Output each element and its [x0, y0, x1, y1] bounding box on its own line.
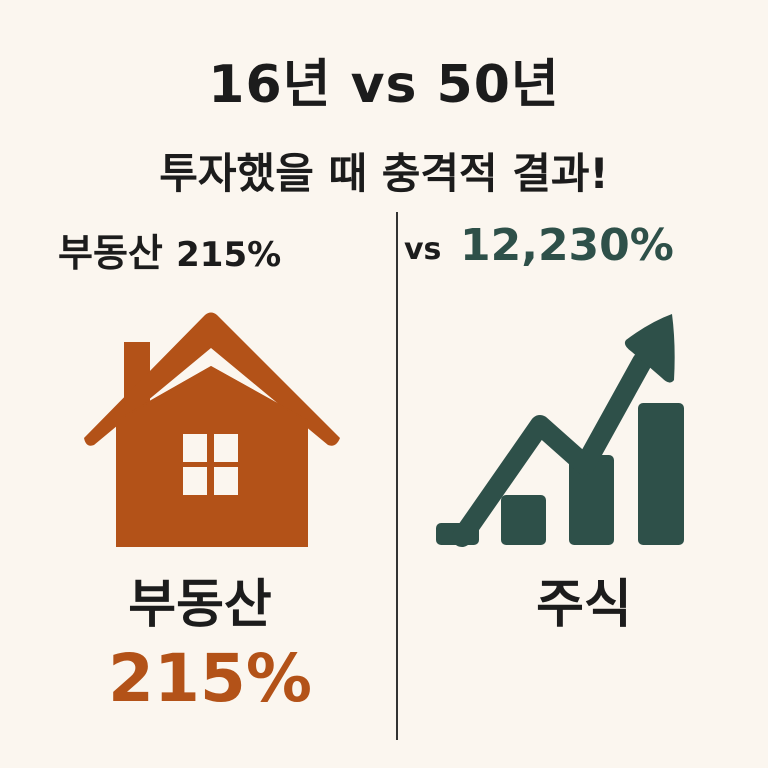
real-estate-label: 부동산: [128, 575, 272, 635]
stocks-label: 주식: [536, 575, 632, 635]
comparison-left-value: 215%: [176, 235, 282, 275]
comparison-right-value: 12,230%: [460, 220, 674, 271]
comparison-left: 부동산 215%: [58, 222, 281, 277]
title-line1: 16년 vs 50년: [208, 55, 560, 115]
house-icon: [84, 312, 340, 547]
comparison-vs: vs: [404, 232, 442, 267]
growth-chart-icon: [436, 314, 684, 547]
title-line2: 투자했을 때 충격적 결과!: [159, 149, 609, 198]
real-estate-value: 215%: [108, 640, 312, 717]
divider: [396, 212, 398, 740]
comparison-left-label: 부동산: [58, 231, 163, 275]
